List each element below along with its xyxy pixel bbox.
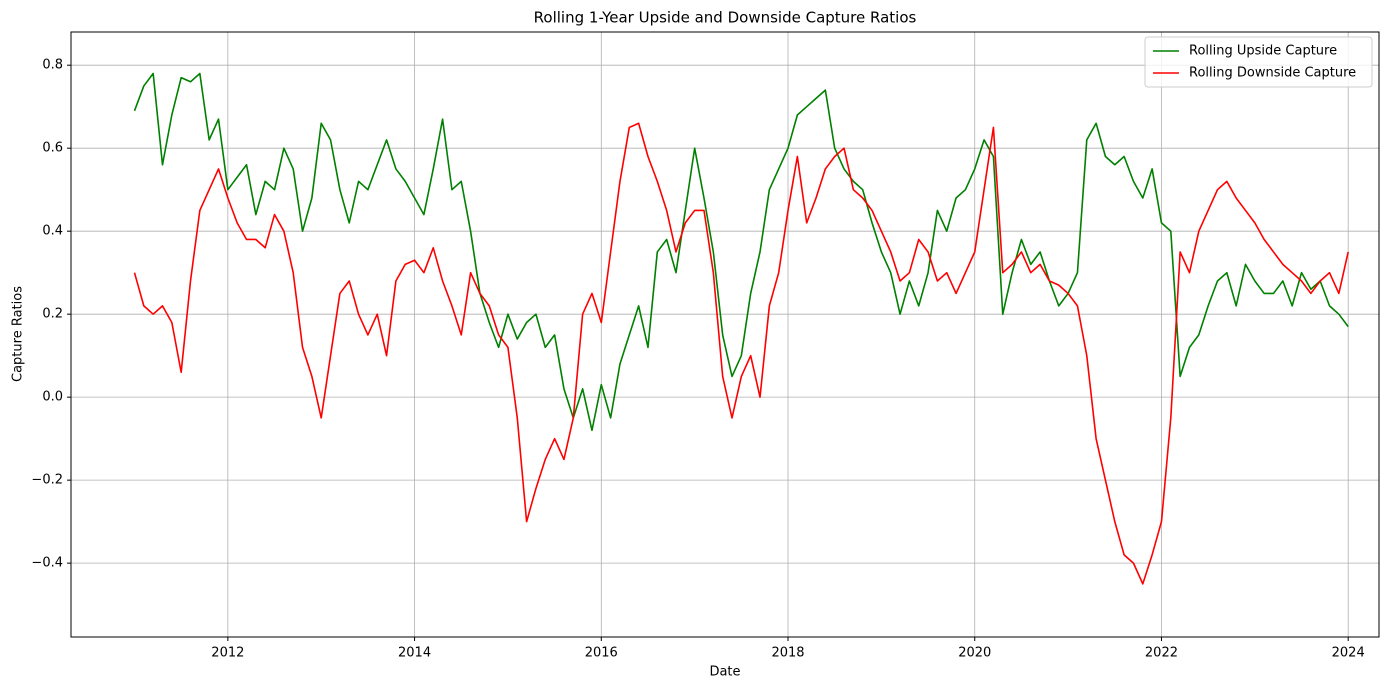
x-tick-label: 2022 xyxy=(1145,646,1178,661)
plot-frame xyxy=(70,31,1380,638)
x-tick-label: 2018 xyxy=(771,646,804,661)
x-tick-label: 2016 xyxy=(585,646,618,661)
x-tick-label: 2012 xyxy=(211,646,244,661)
y-tick-label: −0.2 xyxy=(31,473,63,488)
x-tick-label: 2020 xyxy=(958,646,991,661)
y-tick-label: 0.8 xyxy=(42,58,63,73)
y-tick-label: −0.4 xyxy=(31,556,63,571)
legend-label: Rolling Upside Capture xyxy=(1189,44,1337,59)
x-tick-label: 2024 xyxy=(1332,646,1365,661)
x-axis-label: Date xyxy=(709,665,740,680)
y-axis-label: Capture Ratios xyxy=(11,286,26,382)
x-tick-label: 2014 xyxy=(398,646,431,661)
legend-box xyxy=(1144,36,1373,88)
y-tick-label: 0.4 xyxy=(42,224,63,239)
legend-label: Rolling Downside Capture xyxy=(1189,66,1356,81)
chart-title: Rolling 1-Year Upside and Downside Captu… xyxy=(534,9,917,27)
y-tick-label: 0.6 xyxy=(42,141,63,156)
y-tick-label: 0.0 xyxy=(42,390,63,405)
data-line xyxy=(133,122,1349,585)
y-tick-label: 0.2 xyxy=(42,307,63,322)
data-line xyxy=(133,72,1349,432)
